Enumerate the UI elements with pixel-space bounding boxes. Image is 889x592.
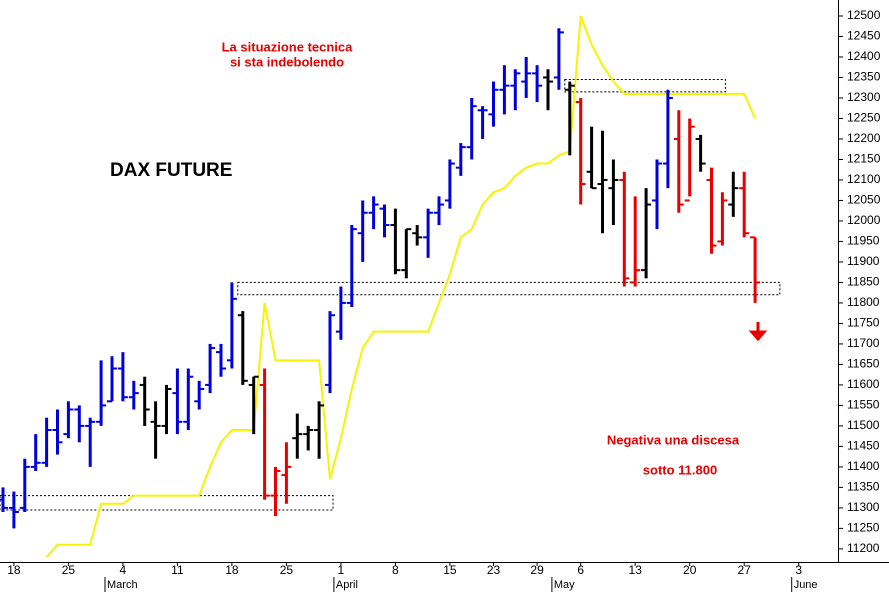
y-tick-label: 11850 (847, 275, 880, 289)
y-tick-label: 12100 (847, 172, 881, 186)
y-tick-label: 11400 (847, 459, 880, 473)
y-tick-label: 12150 (847, 152, 881, 166)
y-tick-label: 11600 (847, 377, 880, 391)
y-tick-label: 11950 (847, 234, 880, 248)
y-tick-label: 12000 (847, 213, 881, 227)
x-tick-label: 13 (629, 563, 643, 577)
y-tick-label: 12300 (847, 90, 881, 104)
y-tick-label: 11500 (847, 418, 880, 432)
y-tick-label: 11300 (847, 500, 880, 514)
y-tick-label: 11250 (847, 521, 880, 535)
y-tick-label: 12350 (847, 70, 881, 84)
y-tick-label: 12400 (847, 49, 881, 63)
support-zone (237, 281, 781, 296)
month-label: May (554, 579, 575, 591)
month-label: June (794, 579, 818, 591)
x-tick-label: 25 (280, 563, 294, 577)
y-tick-label: 11450 (847, 439, 880, 453)
x-tick-label: 3 (795, 563, 802, 577)
y-tick-label: 12500 (847, 8, 881, 22)
x-tick-label: 8 (392, 563, 399, 577)
support-zone (564, 79, 726, 93)
y-tick-label: 11650 (847, 357, 880, 371)
indicator-line (45, 15, 757, 558)
x-tick-label: 4 (120, 563, 127, 577)
x-tick-label: 29 (530, 563, 544, 577)
annotation: sotto 11.800 (643, 462, 717, 477)
y-tick-label: 11550 (847, 398, 880, 412)
y-tick-label: 12050 (847, 193, 881, 207)
y-tick-label: 11350 (847, 480, 880, 494)
x-tick-label: 1 (338, 563, 345, 577)
x-tick-label: 18 (225, 563, 239, 577)
x-tick-label: 18 (7, 563, 21, 577)
x-tick-label: 11 (171, 563, 184, 577)
support-zone (0, 495, 334, 511)
annotation: si sta indebolendo (230, 54, 344, 69)
month-label: March (107, 579, 138, 591)
y-tick-label: 11900 (847, 254, 880, 268)
month-label: April (336, 579, 358, 591)
y-tick-label: 12450 (847, 29, 881, 43)
x-tick-label: 25 (62, 563, 76, 577)
y-tick-label: 12200 (847, 131, 881, 145)
y-tick-label: 11800 (847, 295, 880, 309)
annotation: Negativa una discesa (607, 432, 740, 447)
y-tick-label: 12250 (847, 111, 881, 125)
x-tick-label: 6 (577, 563, 584, 577)
down-arrow (748, 322, 768, 342)
y-tick-label: 11700 (847, 336, 880, 350)
x-tick-label: 23 (487, 563, 501, 577)
chart-title: DAX FUTURE (110, 160, 232, 181)
x-tick-label: 20 (683, 563, 697, 577)
y-tick-label: 11200 (847, 541, 880, 555)
annotation: La situazione tecnica (222, 39, 354, 54)
x-tick-label: 27 (738, 563, 752, 577)
y-tick-label: 11750 (847, 316, 880, 330)
x-tick-label: 15 (443, 563, 457, 577)
